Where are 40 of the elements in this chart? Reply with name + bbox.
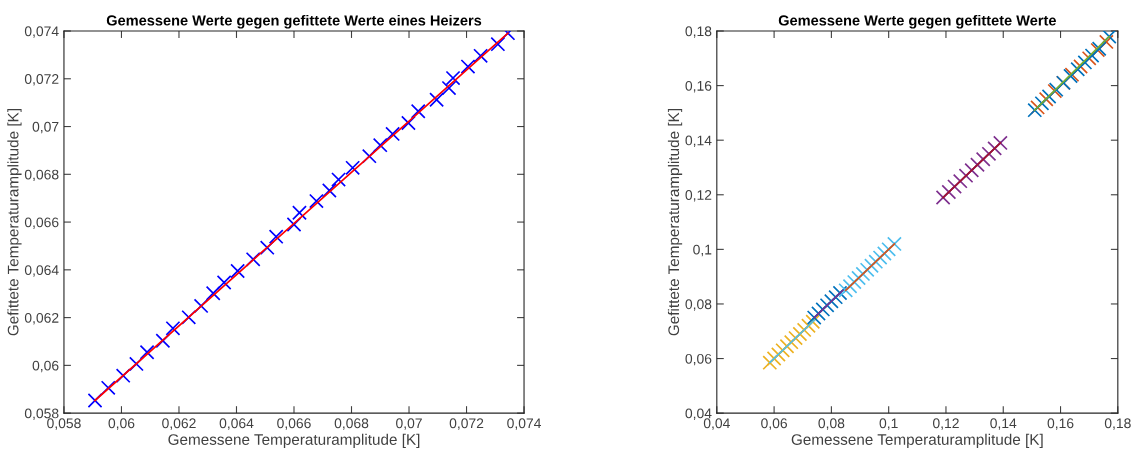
x-tick-label: 0,06 (108, 418, 135, 430)
x-tick-label: 0,16 (1047, 418, 1074, 430)
x-axis-title: Gemessene Temperaturamplitude [K] (168, 433, 420, 448)
x-tick-label: 0,12 (932, 418, 959, 430)
y-tick-label: 0,08 (685, 299, 712, 311)
x-tick-label: 0,08 (818, 418, 845, 430)
x-tick-label: 0,04 (703, 418, 730, 430)
y-tick-label: 0,06 (685, 353, 712, 366)
y-tick-label: 0,12 (685, 190, 712, 202)
y-tick-label: 0,062 (24, 312, 59, 325)
y-tick-label: 0,1 (693, 244, 712, 257)
chart-title: Gemessene Werte gegen gefittete Werte (778, 14, 1056, 29)
x-tick-label: 0,058 (47, 418, 81, 430)
y-tick-label: 0,068 (24, 169, 59, 182)
x-tick-label: 0,072 (449, 418, 484, 430)
y-tick-label: 0,16 (685, 80, 712, 93)
y-tick-label: 0,18 (685, 26, 712, 38)
y-tick-label: 0,064 (24, 265, 59, 277)
y-tick-label: 0,074 (24, 26, 59, 38)
y-tick-label: 0,072 (24, 74, 59, 86)
x-tick-label: 0,068 (334, 418, 369, 430)
x-tick-label: 0,1 (879, 418, 898, 430)
x-tick-label: 0,07 (396, 418, 422, 430)
chart-title: Gemessene Werte gegen gefittete Werte eines Heizers (106, 14, 482, 29)
y-tick-label: 0,06 (32, 360, 59, 373)
x-tick-label: 0,064 (219, 418, 254, 430)
x-tick-label: 0,074 (507, 418, 542, 430)
y-tick-label: 0,066 (24, 217, 59, 229)
y-tick-label: 0,07 (32, 121, 59, 134)
y-axis-title: Gefittete Temperaturamplitude [K] (7, 109, 22, 336)
x-tick-label: 0,14 (990, 418, 1017, 430)
x-tick-label: 0,066 (277, 418, 311, 430)
y-tick-label: 0,04 (685, 408, 712, 420)
x-tick-label: 0,06 (761, 418, 788, 430)
x-tick-label: 0,062 (162, 418, 196, 430)
y-tick-label: 0,14 (685, 135, 712, 147)
y-axis-title: Gefittete Temperaturamplitude [K] (667, 109, 683, 336)
x-axis-title: Gemessene Temperaturamplitude [K] (791, 433, 1043, 448)
y-tick-label: 0,058 (24, 408, 59, 420)
x-tick-label: 0,18 (1104, 418, 1131, 430)
